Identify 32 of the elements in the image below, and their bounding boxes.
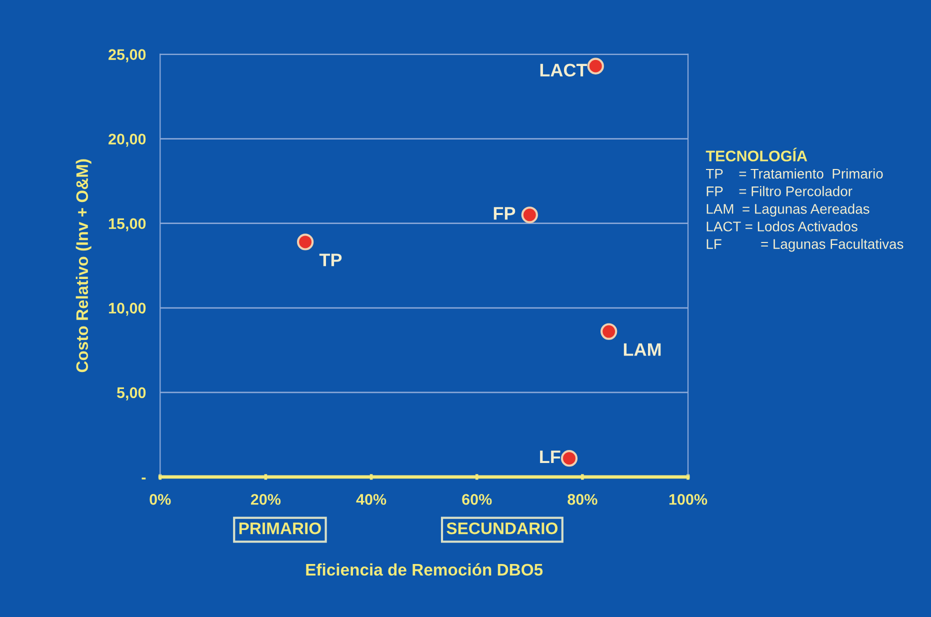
text: FP = Filtro Percolador	[706, 186, 852, 196]
x-tick-label: 40%	[356, 494, 386, 505]
y-tick-label: 25,00	[108, 49, 146, 62]
point	[296, 234, 314, 250]
x-tick-label: 80%	[568, 494, 598, 505]
y-tick-label: -	[142, 478, 146, 480]
x-tick-label: 60%	[462, 494, 492, 505]
text: LF = Lagunas Facultativas	[706, 238, 904, 252]
text: LACT = Lodos Activados	[706, 221, 858, 232]
text: SECUNDARIO	[446, 522, 558, 534]
y-tick-label: 15,00	[108, 218, 146, 232]
series-label: LF	[540, 450, 560, 464]
text: TP = Tratamiento Primario	[706, 168, 883, 179]
point	[600, 323, 618, 340]
series-label: TP	[319, 254, 342, 266]
point	[560, 450, 578, 467]
series-label: FP	[494, 207, 516, 220]
x-tick-label: 20%	[250, 494, 281, 505]
text: PRIMARIO	[239, 522, 321, 534]
text: TECNOLOGÍA	[706, 148, 808, 162]
y-axis-title: Costo Relativo (Inv + O&M)	[76, 159, 92, 372]
y-tick-label: 5,00	[116, 387, 146, 400]
x-tick-label: 0%	[150, 494, 171, 505]
series-label: LACT	[540, 64, 588, 77]
y-tick-label: 20,00	[108, 134, 146, 147]
y-tick-label: 10,00	[108, 302, 146, 316]
x-axis-title: Eficiencia de Remoción DBO5	[306, 563, 543, 576]
series-label: LAM	[624, 343, 661, 356]
text: LAM = Lagunas Aereadas	[706, 204, 870, 217]
point	[587, 58, 604, 74]
x-tick-label: 100%	[669, 494, 708, 505]
point	[521, 206, 538, 224]
